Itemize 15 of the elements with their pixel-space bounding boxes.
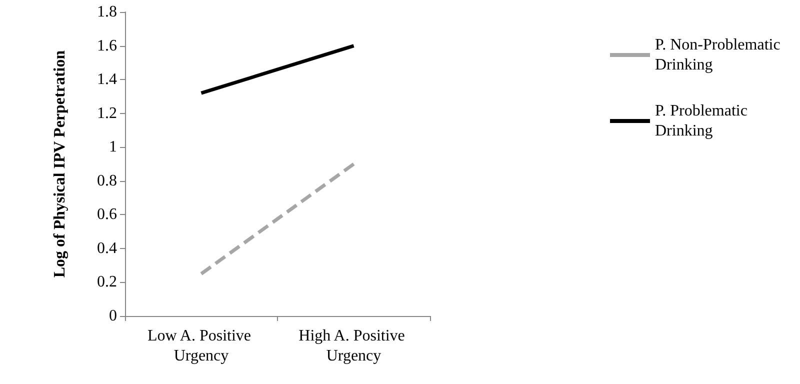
y-tick-label: 1 xyxy=(109,138,117,156)
y-tick-label: 1.8 xyxy=(97,4,117,20)
y-tick-label: 1.6 xyxy=(97,37,117,54)
y-tick-label: 0.2 xyxy=(97,274,117,291)
x-tick-label: Low A. Positive Urgency xyxy=(147,328,256,364)
y-tick-label: 1.4 xyxy=(97,71,117,88)
y-tick-label: 1.2 xyxy=(97,104,117,122)
y-tick-label: 0.8 xyxy=(97,172,117,190)
y-axis-title: Log of Physical IPV Perpetration xyxy=(52,50,68,278)
x-tick-label: High A. Positive Urgency xyxy=(298,328,409,364)
y-tick-label: 0.6 xyxy=(97,206,117,224)
y-tick-label: 0 xyxy=(109,308,117,324)
legend-label: P. Non-Problematic Drinking xyxy=(655,36,784,74)
y-tick-label: 0.4 xyxy=(97,240,117,257)
legend-label: P. Problematic Drinking xyxy=(655,102,752,140)
